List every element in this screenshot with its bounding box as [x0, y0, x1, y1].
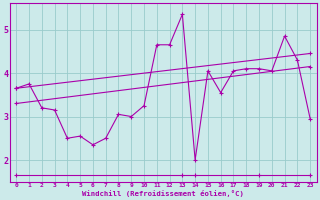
X-axis label: Windchill (Refroidissement éolien,°C): Windchill (Refroidissement éolien,°C) — [82, 190, 244, 197]
